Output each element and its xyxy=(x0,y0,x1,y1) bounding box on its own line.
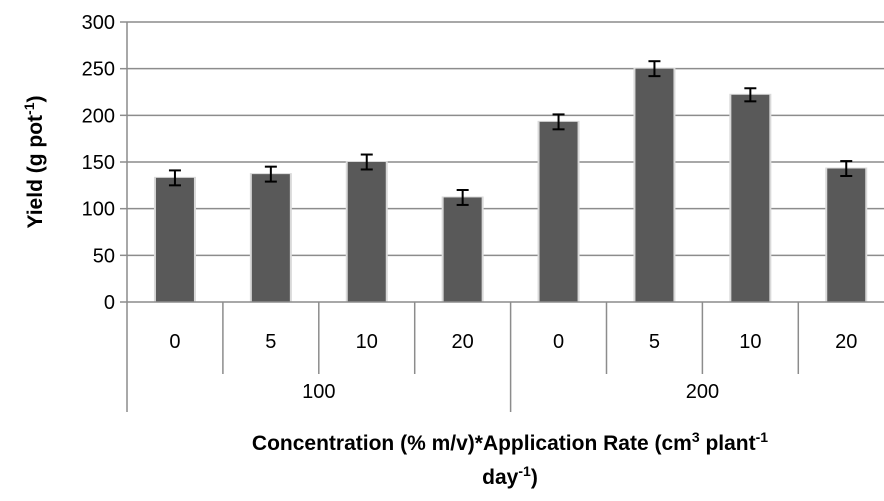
x-category-label-1: 5 xyxy=(265,331,276,353)
bar-3 xyxy=(443,197,482,302)
x-category-label-5: 5 xyxy=(649,331,660,353)
x-category-label-2: 10 xyxy=(356,331,378,353)
bar-6 xyxy=(731,94,770,302)
y-tick-label-0: 0 xyxy=(104,292,115,314)
y-tick-label-50: 50 xyxy=(93,245,115,267)
bar-4 xyxy=(539,121,578,302)
y-tick-label-200: 200 xyxy=(82,105,115,127)
x-axis-title-line2: day-1) xyxy=(482,463,538,489)
x-category-label-6: 10 xyxy=(739,331,761,353)
y-tick-label-250: 250 xyxy=(82,59,115,81)
bar-0 xyxy=(155,177,194,302)
x-category-label-4: 0 xyxy=(553,331,564,353)
y-axis-title: Yield (g pot-1) xyxy=(21,96,47,229)
x-category-label-3: 20 xyxy=(452,331,474,353)
bar-7 xyxy=(827,168,866,302)
x-category-label-0: 0 xyxy=(169,331,180,353)
bar-2 xyxy=(347,162,386,302)
bar-5 xyxy=(635,68,674,303)
x-axis-title-line1: Concentration (% m/v)*Application Rate (… xyxy=(252,429,768,455)
x-category-label-7: 20 xyxy=(835,331,857,353)
bars xyxy=(153,67,868,303)
y-tick-label-300: 300 xyxy=(82,12,115,34)
labels: 0 50 100 150 200 250 300 0 5 10 20 100 0 5 10 20 200 Yiel… xyxy=(21,12,857,489)
x-group-label-100: 100 xyxy=(302,381,335,403)
x-group-label-200: 200 xyxy=(686,381,719,403)
error-bars xyxy=(168,60,853,206)
y-tick-label-150: 150 xyxy=(82,152,115,174)
axes xyxy=(120,21,884,412)
y-tick-label-100: 100 xyxy=(82,199,115,221)
bar-1 xyxy=(251,174,290,302)
